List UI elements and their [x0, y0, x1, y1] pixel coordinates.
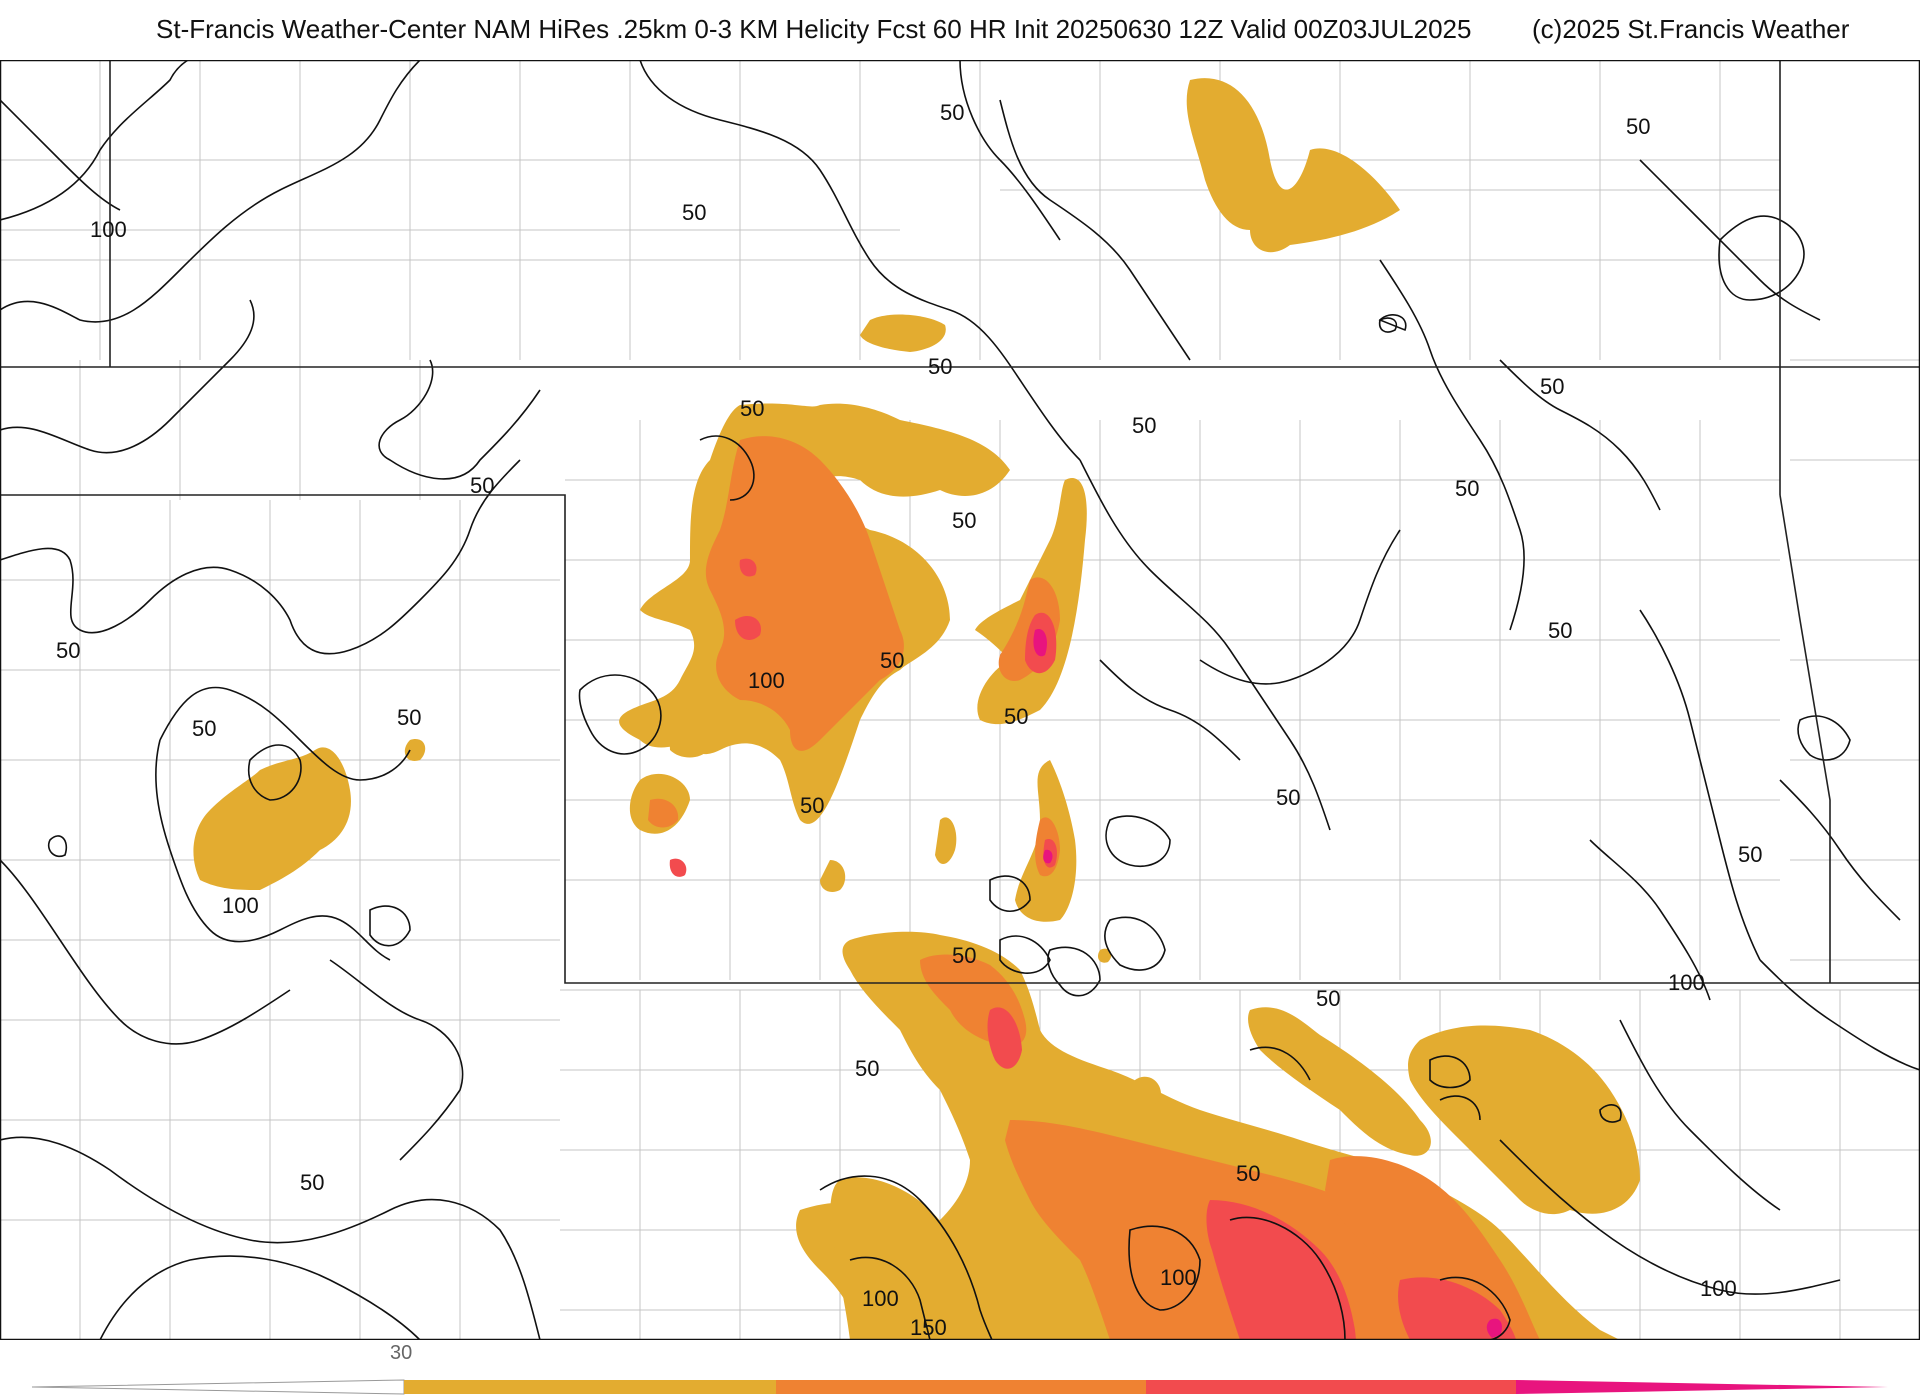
colorbar-bin-3	[1146, 1380, 1516, 1394]
contour-label: 50	[397, 705, 421, 730]
helicity-map: 100 50 50 50 50 50 50 50 50 50 50 50 50 …	[0, 60, 1920, 1340]
state-borders	[0, 60, 1920, 984]
helicity-contours	[0, 60, 1920, 1340]
contour-label: 50	[1276, 785, 1300, 810]
contour-label: 50	[940, 100, 964, 125]
contour-label: 50	[1548, 618, 1572, 643]
contour-label: 100	[862, 1286, 899, 1311]
contour-label: 50	[1738, 842, 1762, 867]
contour-label: 50	[682, 200, 706, 225]
contour-label: 50	[952, 508, 976, 533]
contour-label: 50	[56, 638, 80, 663]
contour-label: 50	[1316, 986, 1340, 1011]
colorbar-tick-label: 30	[390, 1342, 413, 1364]
map-title: St-Francis Weather-Center NAM HiRes .25k…	[156, 14, 1472, 44]
contour-label: 50	[192, 716, 216, 741]
contour-label: 100	[90, 217, 127, 242]
colorbar-bin-1	[404, 1380, 776, 1394]
map-header: St-Francis Weather-Center NAM HiRes .25k…	[0, 14, 1920, 54]
contour-label: 50	[1236, 1161, 1260, 1186]
copyright-credit: (c)2025 St.Francis Weather	[1532, 14, 1850, 44]
contour-label: 50	[800, 793, 824, 818]
contour-labels: 100 50 50 50 50 50 50 50 50 50 50 50 50 …	[56, 100, 1762, 1340]
contour-label: 50	[1004, 704, 1028, 729]
helicity-fill-level4	[1033, 629, 1502, 1338]
contour-label: 50	[952, 943, 976, 968]
contour-label: 50	[880, 648, 904, 673]
contour-label: 100	[1668, 970, 1705, 995]
contour-label: 50	[300, 1170, 324, 1195]
contour-label: 50	[1455, 476, 1479, 501]
contour-label: 150	[910, 1315, 947, 1340]
contour-label: 50	[1540, 374, 1564, 399]
contour-label: 50	[470, 473, 494, 498]
contour-label: 100	[748, 668, 785, 693]
contour-label: 100	[1160, 1265, 1197, 1290]
colorbar-bin-2	[776, 1380, 1146, 1394]
helicity-fill-level2	[648, 436, 1540, 1340]
contour-label: 100	[222, 893, 259, 918]
contour-label: 50	[1132, 413, 1156, 438]
contour-label: 100	[1700, 1276, 1737, 1301]
colorbar-upper-extension	[1516, 1380, 1888, 1394]
contour-label: 50	[928, 354, 952, 379]
colorbar-lower-extension	[31, 1379, 405, 1395]
contour-label: 50	[1626, 114, 1650, 139]
contour-label: 50	[740, 396, 764, 421]
contour-label: 50	[855, 1056, 879, 1081]
colorbar	[31, 1379, 1888, 1395]
